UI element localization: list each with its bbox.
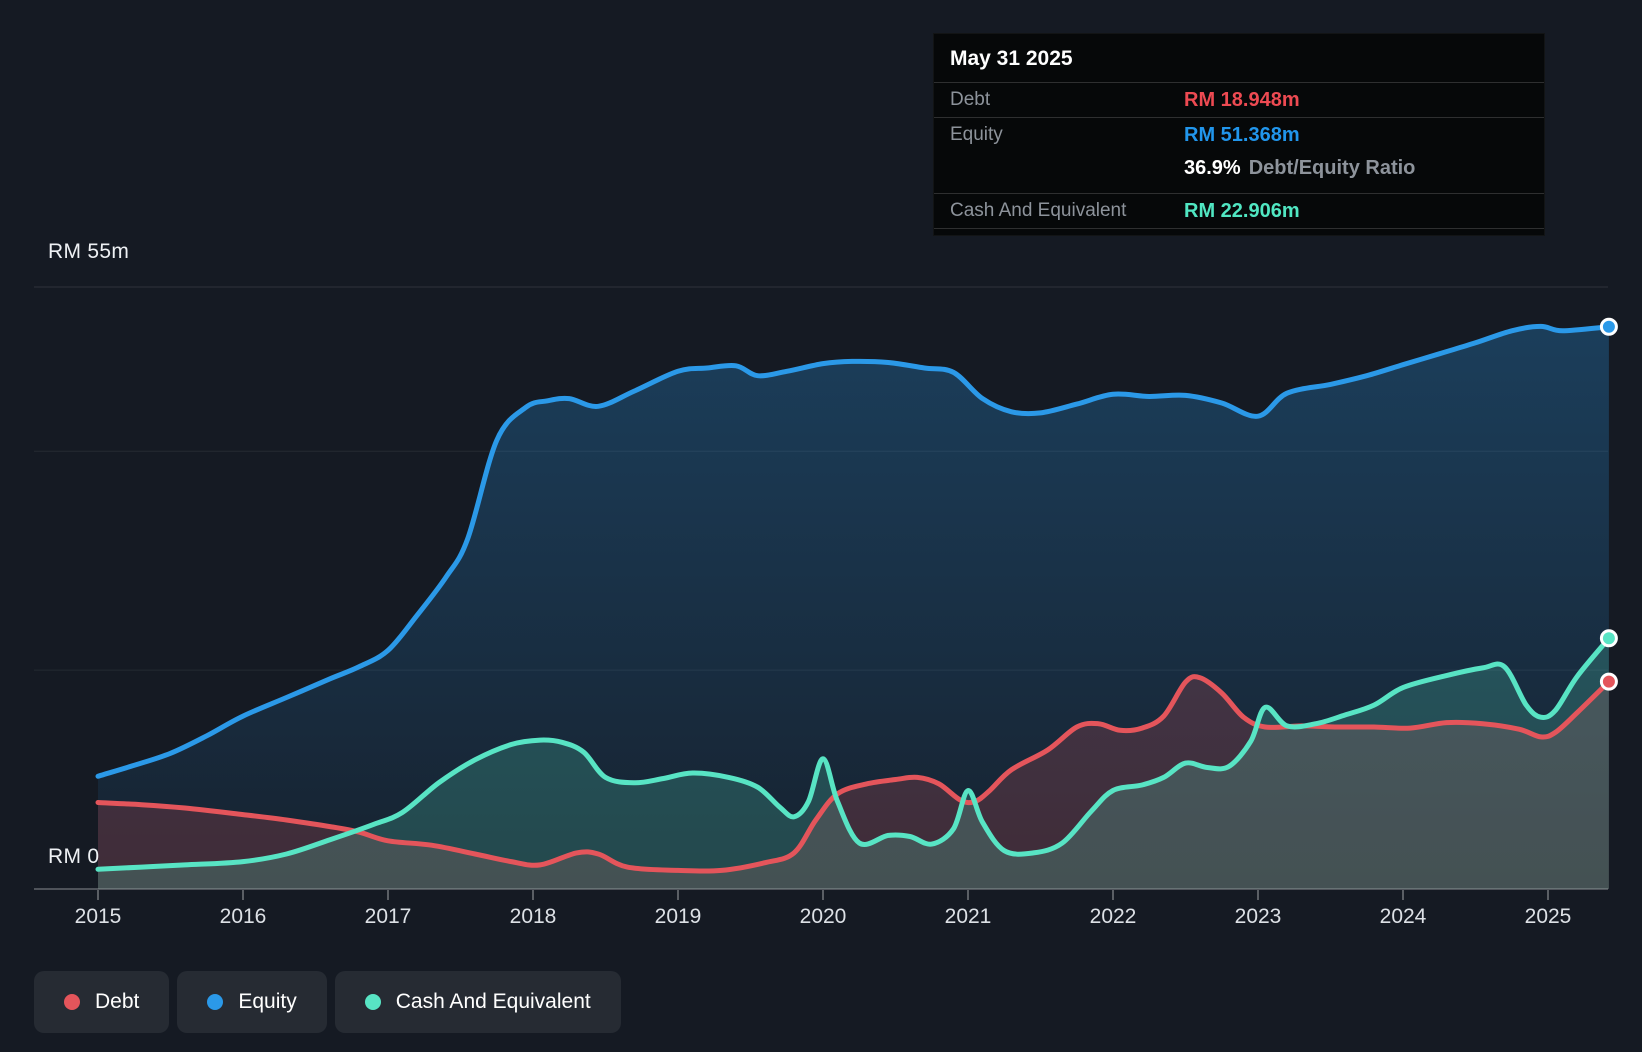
cash-series-dot-icon [364, 994, 381, 1010]
tooltip-cash-label: Cash And Equivalent [950, 200, 1127, 221]
chart-legend: Debt Equity Cash And Equivalent [34, 971, 621, 1033]
series-area-equity [98, 326, 1609, 889]
x-axis-label: 2018 [510, 905, 557, 928]
chart-tooltip: May 31 2025 Debt RM 18.948m Equity RM 51… [933, 33, 1545, 236]
tooltip-debt-value: RM 18.948m [1184, 88, 1300, 111]
x-axis-label: 2022 [1090, 905, 1137, 928]
y-axis-max-label: RM 55m [48, 240, 130, 263]
tooltip-row-ratio: 36.9% Debt/Equity Ratio [934, 152, 1544, 194]
legend-item-equity[interactable]: Equity [177, 971, 327, 1033]
x-axis-label: 2019 [655, 905, 702, 928]
legend-item-debt[interactable]: Debt [34, 971, 170, 1033]
legend-cash-label: Cash And Equivalent [395, 990, 591, 1013]
legend-item-cash[interactable]: Cash And Equivalent [334, 971, 621, 1033]
last-point-marker-debt[interactable] [1599, 672, 1618, 691]
x-axis-label: 2020 [800, 905, 847, 928]
debt-equity-ratio-value: 36.9% [1184, 157, 1241, 179]
x-axis-label: 2021 [945, 905, 992, 928]
tooltip-row-cash: Cash And Equivalent RM 22.906m [934, 194, 1544, 229]
last-point-marker-cash-and-equivalent[interactable] [1599, 629, 1618, 648]
debt-equity-ratio-label: Debt/Equity Ratio [1248, 157, 1416, 179]
debt-series-dot-icon [64, 994, 80, 1010]
x-axis-label: 2024 [1380, 905, 1427, 928]
equity-series-dot-icon [207, 994, 224, 1010]
tooltip-row-equity: Equity RM 51.368m [934, 118, 1544, 152]
series-area-cash-and-equivalent [98, 638, 1609, 889]
series-line-equity [95, 323, 1612, 779]
tooltip-cash-value: RM 22.906m [1184, 199, 1300, 222]
tooltip-debt-label: Debt [950, 89, 991, 110]
legend-equity-label: Equity [238, 990, 297, 1013]
tooltip-equity-label: Equity [950, 124, 1003, 145]
series-area-debt [98, 676, 1609, 889]
last-point-marker-equity[interactable] [1599, 317, 1618, 336]
x-axis-label: 2016 [220, 905, 267, 928]
tooltip-equity-value: RM 51.368m [1184, 123, 1300, 146]
legend-debt-label: Debt [95, 990, 140, 1013]
series-line-cash-and-equivalent [95, 635, 1612, 872]
x-axis-label: 2025 [1525, 905, 1572, 928]
tooltip-row-debt: Debt RM 18.948m [934, 83, 1544, 118]
x-axis-label: 2023 [1235, 905, 1282, 928]
y-axis-zero-label: RM 0 [48, 845, 100, 868]
tooltip-date: May 31 2025 [934, 34, 1544, 83]
x-axis-label: 2015 [75, 905, 122, 928]
x-axis-label: 2017 [365, 905, 412, 928]
